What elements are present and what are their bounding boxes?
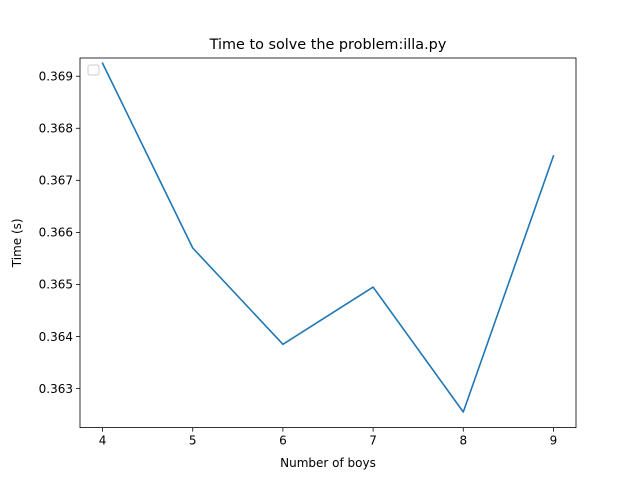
x-tick-label: 4 (99, 434, 107, 448)
series-layer (101, 62, 555, 413)
x-axis-label: Number of boys (280, 456, 376, 470)
plot-area (80, 58, 576, 428)
legend (87, 64, 100, 76)
chart-title: Time to solve the problem:illa.py (209, 37, 447, 53)
y-tick-label: 0.363 (39, 382, 73, 396)
y-axis-label: Time (s) (10, 218, 24, 268)
y-tick-label: 0.366 (39, 226, 73, 240)
x-axis-ticks: 4 5 6 7 8 9 (99, 427, 558, 448)
series-line (101, 62, 555, 413)
y-tick-label: 0.364 (39, 330, 73, 344)
x-tick-label: 9 (550, 434, 558, 448)
x-tick-label: 6 (279, 434, 287, 448)
y-tick-label: 0.365 (39, 278, 73, 292)
x-tick-label: 5 (189, 434, 197, 448)
y-tick-label: 0.369 (39, 70, 73, 84)
y-tick-label: 0.368 (39, 122, 73, 136)
plot-frame (79, 57, 577, 429)
y-axis-ticks: 0.363 0.364 0.365 0.366 0.367 0.368 0.369 (39, 70, 80, 396)
y-tick-label: 0.367 (39, 174, 73, 188)
x-tick-label: 7 (369, 434, 377, 448)
x-tick-label: 8 (459, 434, 467, 448)
legend-box (87, 64, 100, 76)
